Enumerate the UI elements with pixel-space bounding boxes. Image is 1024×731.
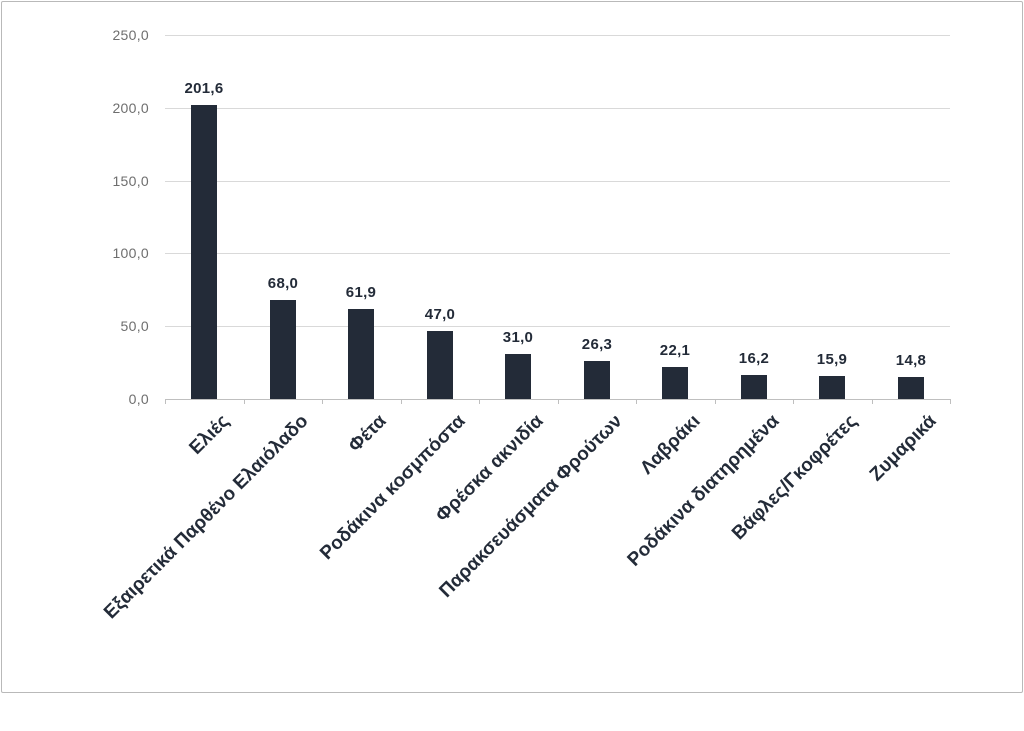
x-axis-tick xyxy=(715,399,716,404)
x-axis-tick xyxy=(401,399,402,404)
bar-value-label: 68,0 xyxy=(267,275,299,292)
y-axis-tick-label: 150,0 xyxy=(112,172,149,189)
bar-value-label: 201,6 xyxy=(184,80,224,97)
bar-value-label: 15,9 xyxy=(816,351,848,368)
x-axis-tick xyxy=(558,399,559,404)
x-axis-tick xyxy=(244,399,245,404)
x-axis-tick xyxy=(793,399,794,404)
x-axis-tick xyxy=(950,399,951,404)
x-axis-tick xyxy=(322,399,323,404)
bar xyxy=(741,375,767,399)
bar xyxy=(270,300,296,399)
bar-value-label: 16,2 xyxy=(738,350,770,367)
bar xyxy=(191,105,217,399)
y-axis-tick-label: 0,0 xyxy=(128,391,149,407)
gridline xyxy=(165,253,950,255)
x-axis-tick xyxy=(165,399,166,404)
bar-chart: 0,0 50,0 100,0 150,0 200,0 250,0 201,6 Ελιές 68,… xyxy=(1,1,1023,693)
y-axis-tick-label: 100,0 xyxy=(112,245,149,262)
bar xyxy=(584,361,610,399)
bar xyxy=(819,376,845,399)
bar xyxy=(662,367,688,399)
bar-value-label: 31,0 xyxy=(502,329,534,346)
bar-value-label: 47,0 xyxy=(424,306,456,323)
bar xyxy=(348,309,374,399)
gridline xyxy=(165,107,950,109)
gridline xyxy=(165,180,950,182)
y-axis-tick-label: 200,0 xyxy=(112,99,149,116)
bar xyxy=(505,354,531,399)
plot-area xyxy=(165,35,950,399)
bar-value-label: 14,8 xyxy=(895,352,927,369)
x-axis-tick xyxy=(479,399,480,404)
gridline xyxy=(165,35,950,36)
bar-value-label: 22,1 xyxy=(659,342,691,359)
bar xyxy=(898,377,924,399)
x-axis-tick xyxy=(872,399,873,404)
gridline xyxy=(165,326,950,328)
y-axis-tick-label: 250,0 xyxy=(112,27,149,43)
x-axis-tick xyxy=(636,399,637,404)
bar-value-label: 61,9 xyxy=(345,284,377,301)
bar-value-label: 26,3 xyxy=(581,336,613,353)
y-axis-tick-label: 50,0 xyxy=(120,318,149,335)
bar xyxy=(427,331,453,399)
